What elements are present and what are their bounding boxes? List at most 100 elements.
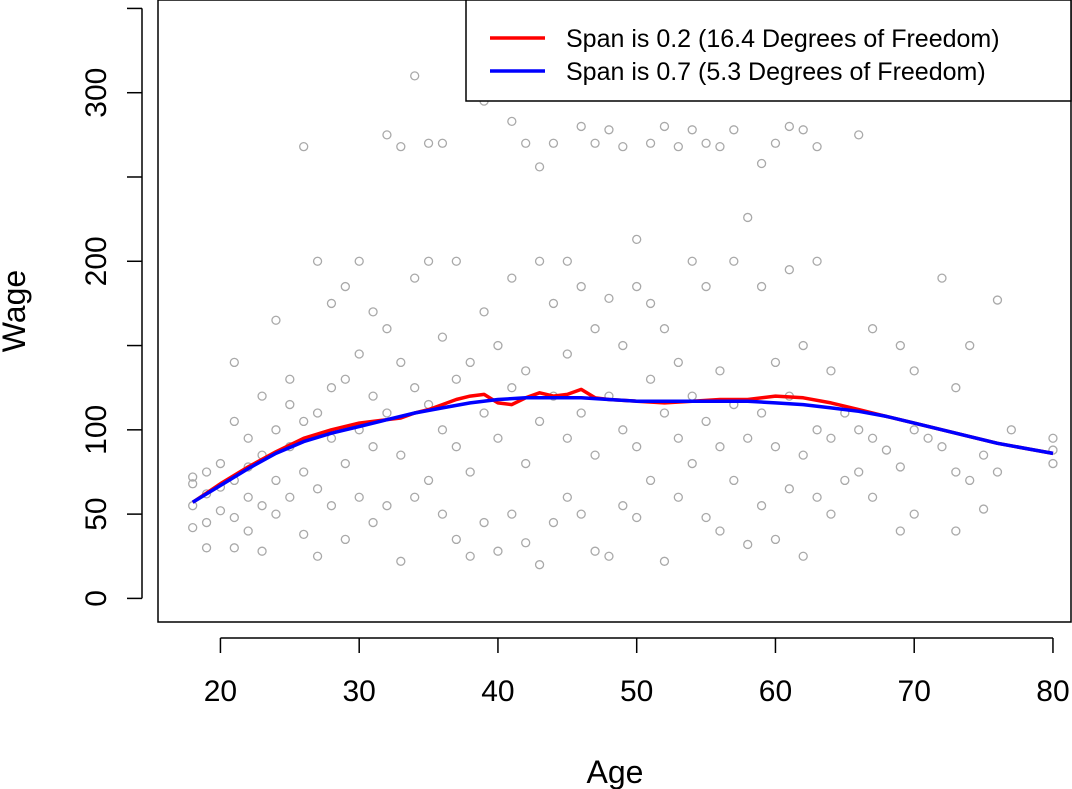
- data-point: [854, 425, 864, 435]
- data-point: [1006, 425, 1016, 435]
- y-tick-label: 200: [80, 236, 113, 286]
- data-point: [798, 340, 808, 351]
- data-point: [618, 501, 628, 511]
- data-point: [479, 517, 489, 528]
- data-point: [507, 116, 517, 127]
- data-point: [201, 543, 212, 553]
- data-point: [562, 433, 572, 443]
- data-point: [340, 374, 350, 384]
- x-tick-label: 40: [481, 675, 514, 708]
- data-point: [271, 425, 281, 435]
- x-tick-label: 30: [343, 675, 376, 708]
- legend: Span is 0.2 (16.4 Degrees of Freedom) Spa…: [465, 0, 1072, 102]
- data-point: [770, 442, 781, 452]
- data-point: [867, 433, 878, 443]
- data-point: [673, 492, 683, 502]
- data-point: [576, 121, 586, 132]
- data-point: [521, 366, 531, 376]
- data-point: [756, 158, 767, 169]
- data-point: [854, 467, 864, 477]
- data-point: [229, 512, 239, 523]
- data-point: [437, 425, 448, 435]
- data-point: [632, 234, 642, 245]
- data-point: [451, 442, 461, 452]
- data-point: [479, 307, 489, 317]
- data-point: [604, 551, 614, 561]
- data-point: [299, 529, 309, 539]
- data-point: [396, 556, 406, 566]
- data-point: [1048, 433, 1058, 443]
- legend-box: [465, 0, 1072, 102]
- data-point: [507, 273, 517, 283]
- data-point: [937, 442, 947, 452]
- data-point: [673, 357, 683, 368]
- data-point: [285, 492, 295, 502]
- data-point: [659, 556, 670, 566]
- data-point: [1048, 458, 1058, 469]
- data-point: [701, 416, 711, 427]
- x-tick-label: 80: [1036, 675, 1069, 708]
- data-point: [534, 162, 545, 172]
- data-point: [826, 433, 836, 443]
- data-point: [840, 475, 850, 486]
- data-point: [423, 138, 434, 148]
- data-point: [965, 475, 975, 486]
- data-point: [645, 298, 656, 309]
- data-point: [521, 138, 531, 148]
- data-point: [562, 492, 572, 502]
- data-point: [354, 349, 364, 359]
- data-point: [479, 408, 489, 418]
- data-point: [854, 130, 864, 140]
- data-point: [715, 142, 725, 152]
- data-point: [715, 442, 725, 452]
- data-point: [285, 374, 295, 384]
- data-point: [895, 462, 905, 472]
- data-point: [215, 458, 226, 469]
- y-tick-label: 100: [80, 405, 113, 455]
- data-point: [188, 472, 198, 482]
- data-point: [784, 484, 794, 494]
- data-point: [645, 138, 656, 148]
- data-point: [965, 340, 975, 351]
- data-point: [701, 281, 711, 292]
- data-point: [507, 509, 517, 519]
- y-tick-label: 0: [80, 590, 113, 607]
- data-point: [451, 256, 461, 266]
- series-line-2: [191, 396, 1054, 504]
- data-point: [410, 71, 420, 81]
- x-tick-label: 50: [620, 675, 653, 708]
- data-point: [756, 501, 767, 511]
- data-point: [756, 408, 767, 418]
- data-point: [978, 504, 989, 514]
- data-point: [285, 399, 295, 410]
- data-point: [368, 307, 378, 317]
- data-point: [229, 416, 239, 427]
- data-point: [659, 324, 670, 334]
- data-point: [507, 383, 517, 393]
- data-point: [729, 125, 739, 135]
- data-point: [229, 543, 239, 553]
- data-point: [312, 484, 323, 494]
- data-point: [243, 433, 253, 443]
- data-point: [812, 425, 822, 435]
- data-point: [812, 256, 822, 266]
- smoothing-curves: [191, 387, 1054, 504]
- data-point: [257, 391, 267, 401]
- data-point: [326, 298, 337, 309]
- data-point: [299, 142, 309, 152]
- data-point: [299, 416, 309, 427]
- data-point: [715, 366, 725, 376]
- data-point: [576, 281, 586, 292]
- data-point: [770, 534, 781, 545]
- data-point: [521, 538, 531, 548]
- data-point: [895, 340, 905, 351]
- data-point: [909, 509, 919, 519]
- data-point: [659, 408, 670, 418]
- data-point: [493, 546, 503, 556]
- data-point: [271, 509, 281, 519]
- data-point: [451, 374, 461, 384]
- data-point: [437, 332, 448, 342]
- data-point: [632, 512, 642, 523]
- data-point: [881, 445, 892, 455]
- data-point: [340, 458, 350, 469]
